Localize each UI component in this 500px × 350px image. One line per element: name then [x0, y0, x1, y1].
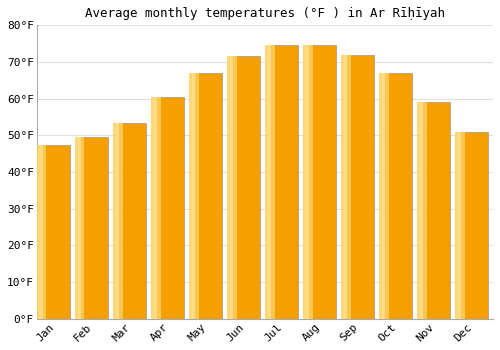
Title: Average monthly temperatures (°F ) in Ar Rīḥīyah: Average monthly temperatures (°F ) in Ar…	[85, 7, 445, 20]
Bar	[78, 137, 81, 319]
Bar	[340, 55, 350, 319]
Bar	[422, 102, 450, 319]
Bar	[118, 122, 146, 319]
Bar	[344, 55, 347, 319]
Bar	[112, 122, 122, 319]
Bar	[80, 137, 108, 319]
Bar	[192, 73, 195, 319]
Bar	[308, 46, 336, 319]
Bar	[232, 56, 260, 319]
Bar	[42, 145, 70, 319]
Bar	[458, 132, 462, 319]
Bar	[156, 97, 184, 319]
Bar	[188, 73, 198, 319]
Bar	[116, 122, 119, 319]
Bar	[417, 102, 426, 319]
Bar	[378, 73, 388, 319]
Bar	[420, 102, 424, 319]
Bar	[346, 55, 374, 319]
Bar	[40, 145, 43, 319]
Bar	[306, 46, 309, 319]
Bar	[460, 132, 488, 319]
Bar	[382, 73, 385, 319]
Bar	[270, 46, 298, 319]
Bar	[264, 46, 274, 319]
Bar	[230, 56, 233, 319]
Bar	[384, 73, 412, 319]
Bar	[74, 137, 85, 319]
Bar	[226, 56, 236, 319]
Bar	[194, 73, 222, 319]
Bar	[154, 97, 157, 319]
Bar	[150, 97, 160, 319]
Bar	[36, 145, 46, 319]
Bar	[302, 46, 312, 319]
Bar	[268, 46, 271, 319]
Bar	[455, 132, 465, 319]
